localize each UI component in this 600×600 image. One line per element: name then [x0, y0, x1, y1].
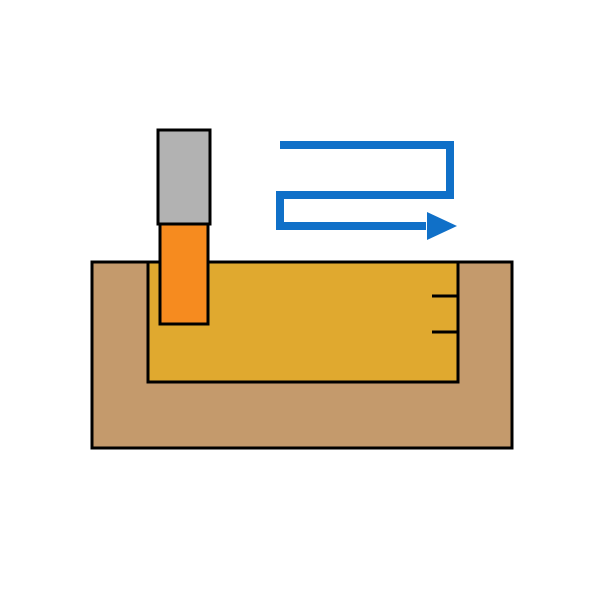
- router-bit: [160, 224, 208, 324]
- routing-diagram: [0, 0, 600, 600]
- feed-arrow-path: [280, 145, 450, 226]
- router-shank: [158, 130, 210, 224]
- feed-arrow-head: [427, 212, 457, 240]
